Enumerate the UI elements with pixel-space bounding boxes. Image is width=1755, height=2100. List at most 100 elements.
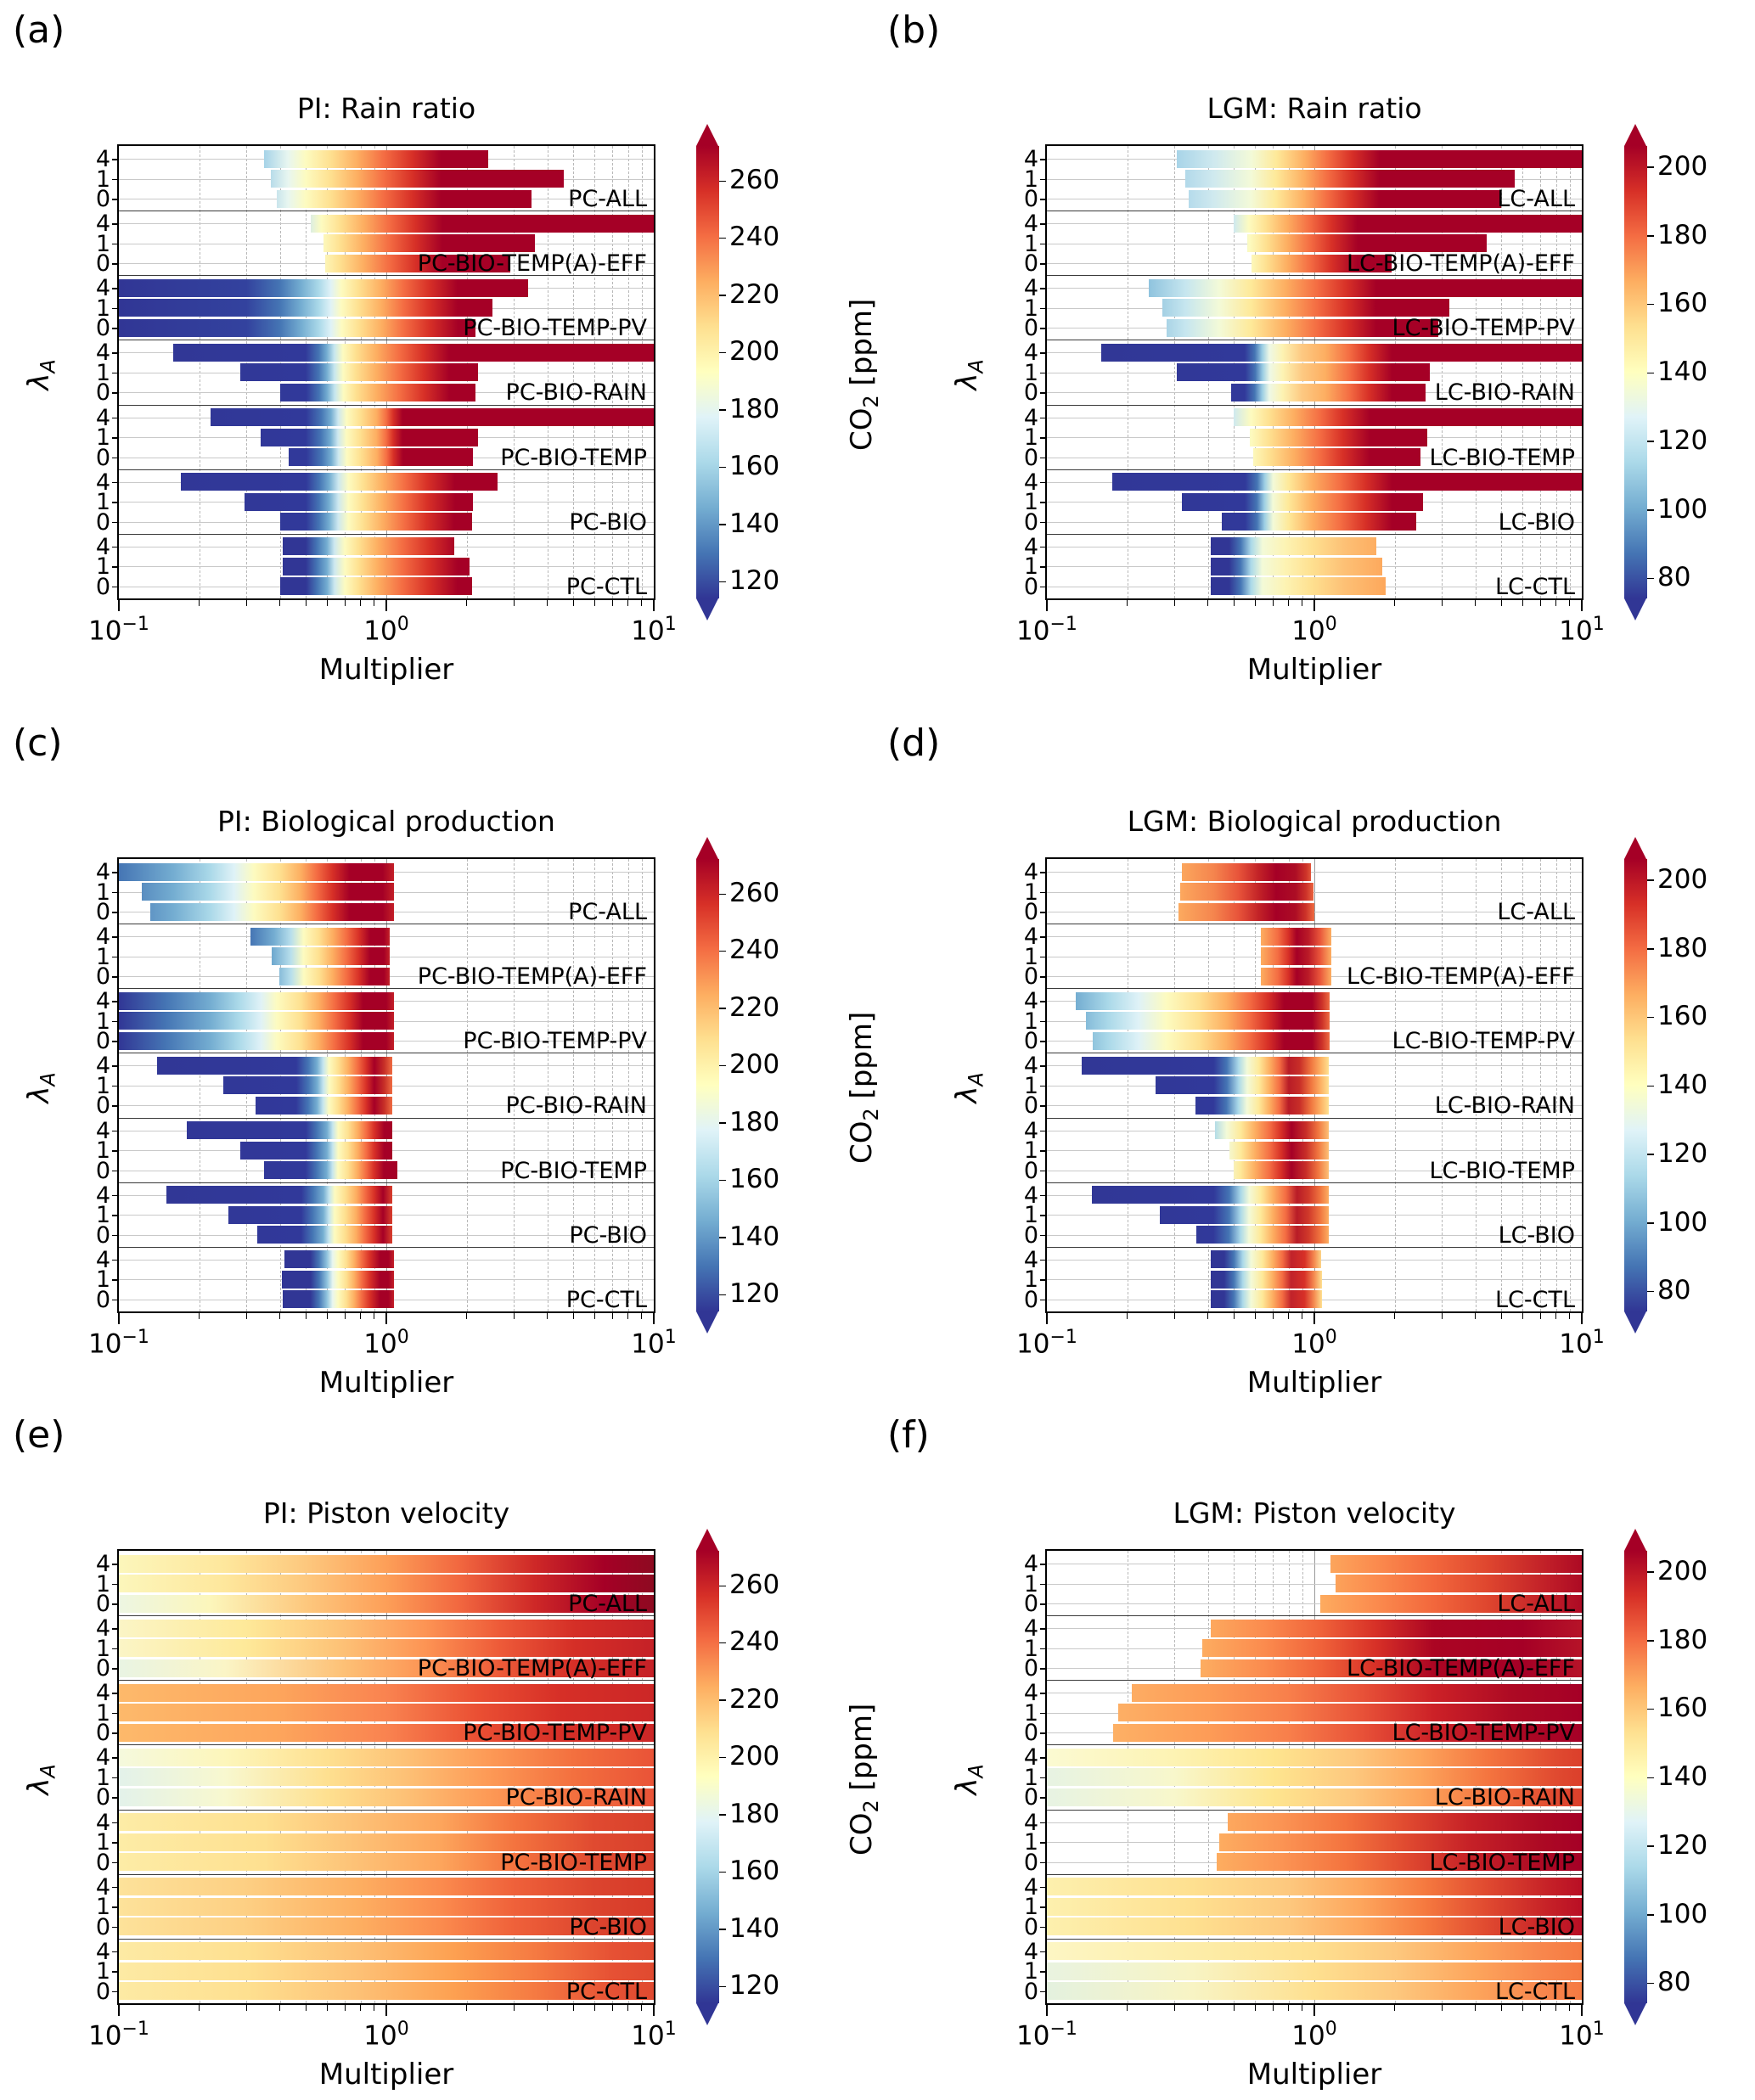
x-tick-minor [1287, 1313, 1290, 1319]
group-separator [119, 988, 654, 990]
x-tick-major [1581, 1313, 1583, 1324]
group-label-LC-BIO-RAIN: LC-BIO-RAIN [1434, 1092, 1575, 1120]
colorbar-tick-label: 160 [1657, 1001, 1708, 1032]
group-separator [1047, 988, 1582, 990]
y-tick-mark [1040, 1712, 1047, 1715]
x-tick-minor [641, 1313, 643, 1319]
y-tick-mark [1040, 1906, 1047, 1908]
x-tick-minor [641, 600, 643, 606]
panel-letter-a: (a) [13, 8, 65, 52]
colorbar-tick [719, 1064, 726, 1067]
bar-LC-CTL-lambda4 [1047, 1942, 1582, 1961]
y-tick-label: 4 [1023, 275, 1038, 302]
colorbar-tick-label: 200 [1657, 1555, 1708, 1586]
x-tick-minor [627, 2005, 629, 2011]
gridline-minor [1522, 859, 1524, 1311]
bar-LC-BIO-TEMP-PV-lambda0 [1092, 1031, 1330, 1050]
group-separator [1047, 1117, 1582, 1119]
y-tick-mark [112, 1822, 119, 1824]
colorbar-tick [719, 351, 726, 354]
x-axis-label: Multiplier [1246, 653, 1382, 687]
gridline-minor [1475, 146, 1477, 598]
x-tick-minor [611, 1313, 613, 1319]
x-tick-label: 101 [631, 1327, 677, 1360]
group-label-LC-BIO: LC-BIO [1498, 1913, 1575, 1940]
plot-area-d: LC-ALL LC-BIO-TEMP(A)-EFF LC-BIO-TEMP-PV LC… [1045, 857, 1583, 1313]
y-tick-mark [112, 1564, 119, 1565]
bar-LC-BIO-lambda4 [1047, 1878, 1582, 1896]
y-tick-label: 4 [1023, 1246, 1038, 1273]
y-tick-label: 4 [1023, 924, 1038, 951]
x-tick-major [1313, 600, 1315, 611]
bar-LC-BIO-TEMP(A)-EFF-lambda4 [1234, 214, 1582, 233]
y-axis-label: λA [21, 1071, 60, 1103]
colorbar-tick-label: 240 [729, 1626, 780, 1658]
x-tick-minor [1272, 1313, 1274, 1319]
group-separator [1047, 1809, 1582, 1811]
colorbar-tick-label: 260 [729, 1569, 780, 1600]
y-tick-label: 1 [95, 553, 110, 581]
y-axis-label: λA [21, 1763, 60, 1795]
colorbar-tick [1647, 1016, 1654, 1019]
bar-LC-BIO-RAIN-lambda4 [1101, 343, 1582, 362]
bar-PC-BIO-TEMP-lambda0 [264, 1161, 398, 1180]
bar-PC-BIO-lambda0 [119, 1918, 654, 1936]
y-tick-label: 1 [1023, 1072, 1038, 1099]
y-tick-label: 0 [95, 1028, 110, 1055]
y-tick-mark [1040, 178, 1047, 181]
bar-PC-BIO-RAIN-lambda1 [119, 1768, 654, 1787]
group-separator [119, 1680, 654, 1682]
y-tick-label: 0 [1023, 1913, 1038, 1940]
x-tick-minor [1207, 1313, 1209, 1319]
bar-LC-BIO-TEMP-lambda1 [1250, 428, 1428, 446]
group-separator [119, 275, 654, 277]
colorbar-tick-label: 220 [729, 278, 780, 310]
y-tick-label: 1 [95, 1072, 110, 1099]
y-tick-label: 1 [95, 1894, 110, 1921]
x-tick-minor [1233, 600, 1235, 606]
y-tick-mark [1040, 1991, 1047, 1993]
group-separator [1047, 1873, 1582, 1875]
plot-area-c: PC-ALL PC-BIO-TEMP(A)-EFF PC-BIO-TEMP-PV PC… [117, 857, 655, 1313]
y-tick-mark [112, 1150, 119, 1152]
y-tick-mark [112, 243, 119, 245]
bar-LC-BIO-TEMP(A)-EFF-lambda1 [1246, 234, 1487, 253]
bar-LC-BIO-RAIN-lambda1 [1176, 363, 1430, 382]
group-separator [119, 1809, 654, 1811]
x-tick-minor [572, 2005, 574, 2011]
bar-LC-BIO-TEMP(A)-EFF-lambda4 [1211, 1619, 1582, 1637]
gridline-minor [612, 146, 614, 598]
y-tick-mark [1040, 872, 1047, 873]
y-tick-label: 4 [95, 1938, 110, 1965]
y-tick-label: 1 [95, 1202, 110, 1229]
bar-PC-BIO-TEMP-PV-lambda1 [119, 299, 493, 317]
x-tick-minor [305, 2005, 307, 2011]
x-tick-minor [359, 600, 362, 606]
group-label-LC-BIO: LC-BIO [1498, 1221, 1575, 1249]
colorbar [1624, 146, 1647, 598]
colorbar-tick [719, 180, 726, 182]
panel-title-b: LGM: Rain ratio [1207, 92, 1422, 125]
y-tick-mark [1040, 1583, 1047, 1586]
bar-LC-BIO-TEMP-lambda0 [1216, 1853, 1582, 1872]
y-axis-label: λA [949, 1763, 988, 1795]
y-tick-label: 0 [95, 1157, 110, 1184]
gridline-minor [1174, 146, 1176, 598]
colorbar-tick [1647, 1571, 1654, 1573]
group-separator [119, 533, 654, 535]
x-tick-minor [199, 1313, 200, 1319]
y-tick-label: 4 [1023, 1053, 1038, 1080]
y-tick-mark [112, 1842, 119, 1844]
bar-PC-BIO-lambda4 [166, 1186, 392, 1204]
group-separator [119, 1938, 654, 1940]
bar-PC-CTL-lambda1 [119, 1962, 654, 1980]
plot-area-f: LC-ALL LC-BIO-TEMP(A)-EFF LC-BIO-TEMP-PV LC… [1045, 1549, 1583, 2005]
panel-letter-e: (e) [13, 1413, 65, 1457]
panel-letter-d: (d) [887, 722, 941, 765]
bar-LC-BIO-RAIN-lambda0 [1231, 383, 1426, 401]
x-axis-label: Multiplier [318, 1366, 454, 1400]
x-tick-major [118, 2005, 120, 2016]
x-tick-minor [1272, 2005, 1274, 2011]
bar-PC-ALL-lambda0 [149, 902, 395, 921]
colorbar-tick [1647, 1914, 1654, 1916]
